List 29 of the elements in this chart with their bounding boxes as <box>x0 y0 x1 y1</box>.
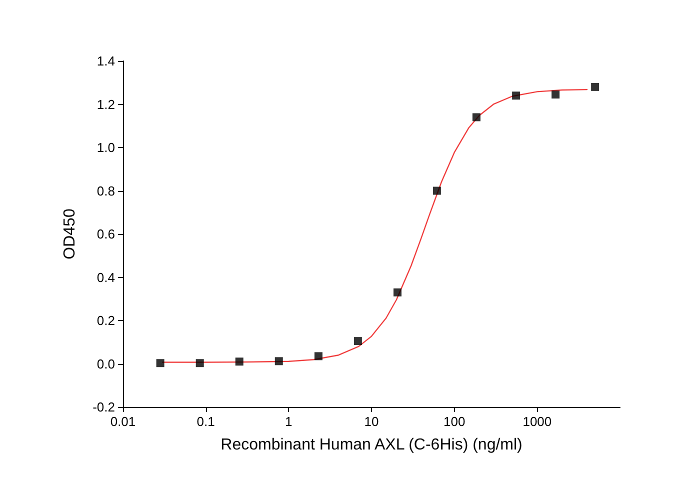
y-tick-label: 0.0 <box>96 356 115 372</box>
point <box>314 352 322 360</box>
x-tick-label: 0.1 <box>196 414 215 429</box>
point <box>235 358 244 366</box>
point <box>432 186 441 195</box>
x-tick-label: 100 <box>443 414 466 429</box>
point <box>354 337 362 346</box>
y-tick-label: 0.8 <box>96 183 115 198</box>
x-tick-label: 0.01 <box>110 414 136 429</box>
point <box>274 357 283 366</box>
point <box>394 288 402 296</box>
y-axis-title: OD450 <box>62 208 78 260</box>
y-tick-label: 1.4 <box>96 54 115 68</box>
point <box>156 359 164 368</box>
point <box>552 90 560 99</box>
y-tick-label: 1.2 <box>96 96 115 112</box>
y-tick-label: 0.2 <box>96 313 115 328</box>
y-tick-label: 1.0 <box>96 140 115 155</box>
point <box>196 359 204 368</box>
y-tick-label: 0.6 <box>96 226 115 242</box>
x-axis-title: Recombinant Human AXL (C-6His) (ng/ml) <box>220 436 522 454</box>
point <box>512 92 520 100</box>
y-tick-label: 0.4 <box>96 270 115 285</box>
x-tick-label: 10 <box>364 414 379 429</box>
x-tick-label: 1000 <box>522 414 552 429</box>
y-tick-label: -0.2 <box>92 400 115 414</box>
x-tick-label: 1 <box>285 414 292 429</box>
point <box>591 82 600 91</box>
point <box>472 113 480 122</box>
